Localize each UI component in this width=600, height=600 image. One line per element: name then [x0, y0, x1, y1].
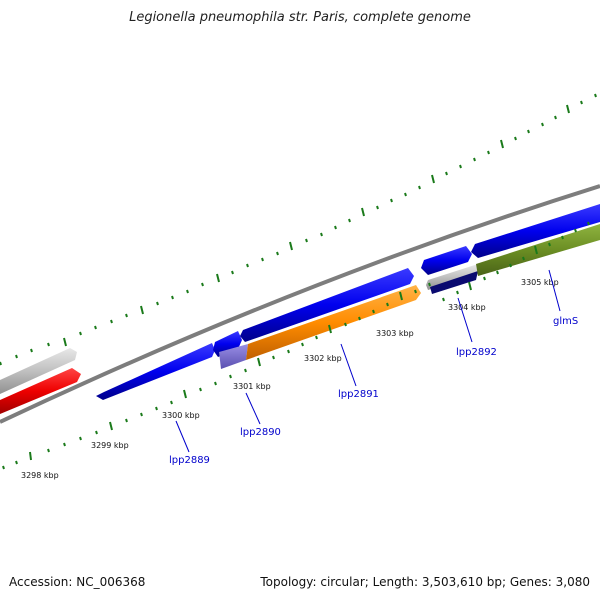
kbp-label-3300: 3300 kbp — [162, 411, 200, 420]
genome-info-label: Topology: circular; Length: 3,503,610 bp… — [260, 575, 590, 589]
gene-label-lpp2889[interactable]: lpp2889 — [169, 455, 210, 466]
gene-arrow-glmS-top — [471, 204, 600, 258]
kbp-label-3298: 3298 kbp — [21, 471, 59, 480]
map-title: Legionella pneumophila str. Paris, compl… — [129, 10, 471, 25]
gene-label-lpp2890[interactable]: lpp2890 — [240, 427, 281, 438]
outer-tick-row — [0, 93, 597, 366]
kbp-label-3305: 3305 kbp — [521, 278, 559, 287]
gene-arrow-lpp2890 — [213, 331, 242, 357]
purple-feature — [219, 344, 248, 369]
kbp-label-3299: 3299 kbp — [91, 441, 129, 450]
gene-leader-lines — [175, 269, 561, 453]
kbp-label-3302: 3302 kbp — [304, 354, 342, 363]
navy-feature — [430, 271, 478, 294]
olive-feature — [476, 224, 600, 276]
gene-label-glmS[interactable]: glmS — [553, 316, 578, 327]
orange-feature — [246, 285, 421, 360]
grey-feature-right — [426, 264, 478, 290]
kbp-label-3301: 3301 kbp — [233, 382, 271, 391]
kbp-label-3303: 3303 kbp — [376, 329, 414, 338]
red-feature-left — [0, 368, 81, 414]
gene-label-lpp2892[interactable]: lpp2892 — [456, 347, 497, 358]
grey-feature-left — [0, 348, 77, 394]
gene-arrow-lpp2892-top — [421, 246, 472, 275]
gene-arrow-lpp2891-top — [240, 268, 414, 342]
gene-arrow-lpp2889 — [96, 343, 215, 400]
kbp-label-3304: 3304 kbp — [448, 303, 486, 312]
gene-label-lpp2891[interactable]: lpp2891 — [338, 389, 379, 400]
inner-tick-row — [2, 221, 590, 470]
genome-backbone — [0, 184, 600, 424]
accession-label: Accession: NC_006368 — [9, 575, 146, 589]
